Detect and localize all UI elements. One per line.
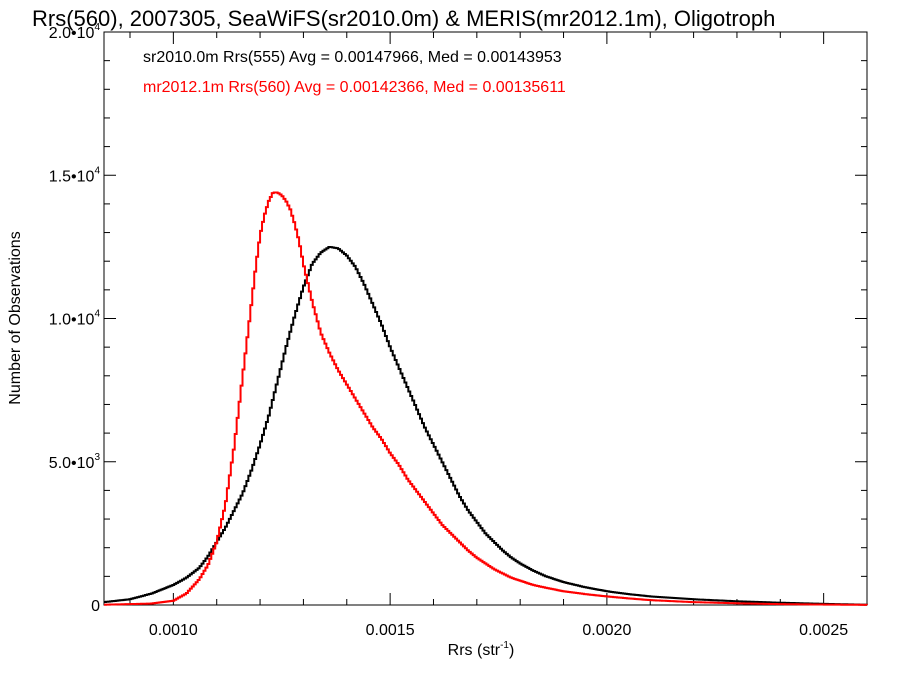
legend: sr2010.0m Rrs(555) Avg = 0.00147966, Med… [143,49,566,96]
x-tick-label: 0.0015 [366,622,415,639]
x-tick-label: 0.0010 [149,622,198,639]
x-axis-ticks: 0.0010 0.0015 0.0020 0.0025 [129,32,868,639]
y-tick-label: 0 [91,598,100,615]
x-tick-label: 0.0020 [582,622,631,639]
chart-title: Rrs(560), 2007305, SeaWiFS(sr2010.0m) & … [32,6,775,31]
y-tick-label: 1.0•104 [49,309,101,329]
y-tick-label: 1.5•104 [49,165,101,185]
y-tick-label: 2.0•104 [49,22,101,42]
legend-entry-seawifs: sr2010.0m Rrs(555) Avg = 0.00147966, Med… [143,49,562,66]
x-tick-label: 0.0025 [799,622,848,639]
series-line-meris [104,191,868,606]
legend-entry-meris: mr2012.1m Rrs(560) Avg = 0.00142366, Med… [143,79,566,96]
y-axis-label: Number of Observations [7,231,24,404]
y-axis-ticks: 0 5.0•103 1.0•104 1.5•104 2.0•104 [49,22,867,615]
series-group [104,191,868,606]
plot-frame [103,31,868,606]
series-line-seawifs [104,245,868,606]
y-tick-label: 5.0•103 [49,452,101,472]
x-axis-label: Rrs (str-1) [448,640,515,659]
